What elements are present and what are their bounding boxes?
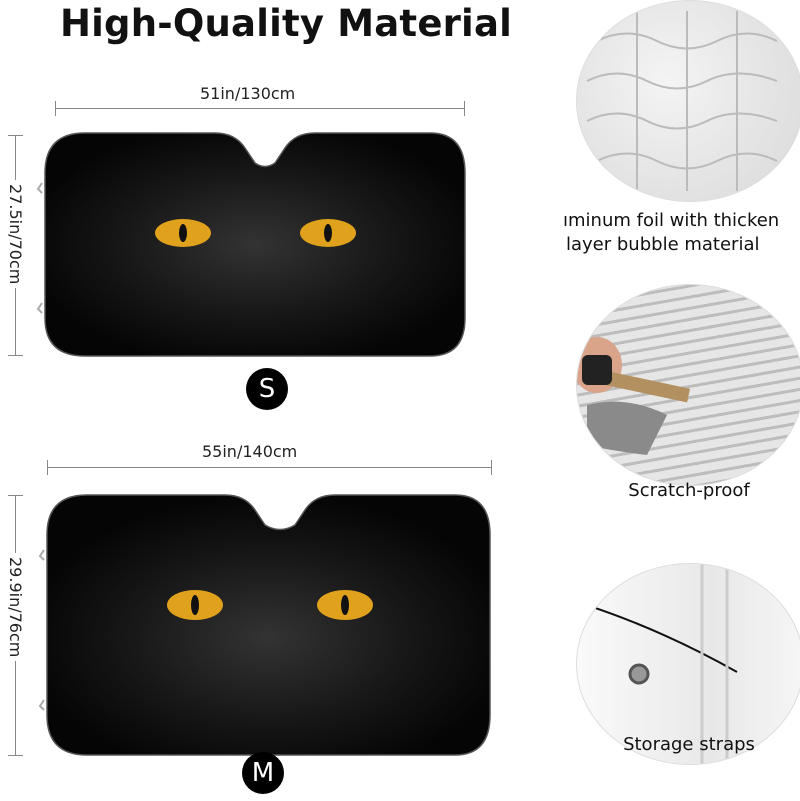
height-label-m: 29.9in/76cm [6, 553, 25, 662]
bubble-foil-image [576, 0, 800, 202]
sunshade-m-image [38, 494, 491, 756]
dimension-tick [55, 101, 56, 116]
size-badge-m: M [242, 752, 284, 794]
dimension-tick [8, 135, 23, 136]
height-label-s: 27.5in/70cm [6, 180, 25, 289]
feature-caption: Scratch-proof [628, 480, 750, 501]
dimension-tick [47, 460, 48, 475]
feature-caption-line2: layer bubble material [566, 234, 760, 255]
size-badge-s: S [246, 368, 288, 410]
width-label-m: 55in/140cm [202, 442, 298, 461]
feature-caption-line1: ıminum foil with thicken [563, 210, 780, 231]
width-dimension-line [55, 108, 465, 109]
width-label-s: 51in/130cm [200, 84, 296, 103]
sunshade-s-image [36, 132, 466, 357]
key-scratch-image [576, 284, 800, 486]
strap-image [576, 563, 800, 765]
dimension-tick [491, 460, 492, 475]
dimension-tick [8, 495, 23, 496]
page-title: High-Quality Material [60, 2, 512, 45]
width-dimension-line [47, 467, 492, 468]
feature-caption: Storage straps [623, 734, 755, 755]
dimension-tick [464, 101, 465, 116]
dimension-tick [8, 355, 23, 356]
dimension-tick [8, 755, 23, 756]
